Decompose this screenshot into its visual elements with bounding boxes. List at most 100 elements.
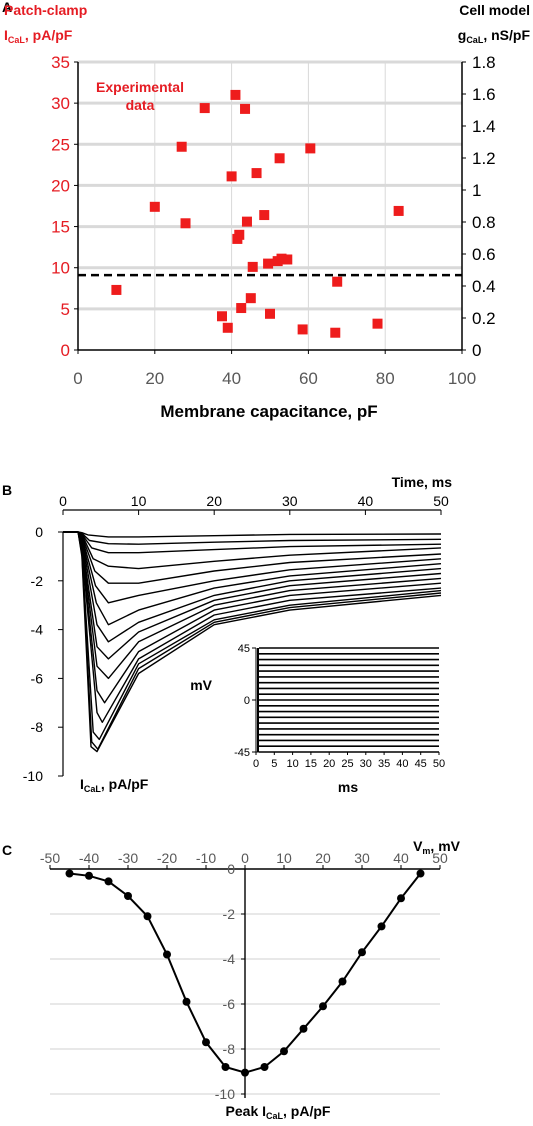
data-point — [305, 143, 316, 154]
right-axis-title-line1: Cell model — [459, 2, 530, 18]
data-point — [282, 254, 293, 265]
panel-a: A Patch-clamp ICaL, pA/pF Cell model gCa… — [2, 0, 530, 421]
y-tick-label-c: -4 — [223, 951, 236, 967]
inset-x-tick-label: 40 — [396, 758, 408, 770]
data-point — [180, 218, 191, 229]
data-point — [330, 327, 341, 338]
x-tick-label-a: 100 — [448, 369, 476, 388]
y-tick-label-a: 0 — [61, 341, 70, 360]
x-tick-label-b: 40 — [358, 493, 374, 509]
axes-c — [50, 868, 440, 1098]
series-c — [65, 869, 425, 1077]
y-tick-label-a: 35 — [51, 53, 70, 72]
x-tick-label-c: 20 — [315, 850, 331, 866]
inset-x-tick-label: 35 — [378, 758, 390, 770]
y-tick-label-b: -6 — [31, 670, 44, 686]
y-axis-title-c: Peak ICaL, pA/pF — [226, 1103, 331, 1121]
x-tick-label-b: 10 — [131, 493, 147, 509]
x-tick-label-c: 30 — [354, 850, 370, 866]
traces-b — [63, 531, 442, 753]
x-tick-label-b: 30 — [282, 493, 298, 509]
y2-tick-label-a: 0.2 — [472, 309, 496, 328]
right-axis-title-line2: gCaL, nS/pF — [458, 27, 531, 45]
x-axis-title-c: Vm, mV — [413, 838, 461, 856]
data-point — [234, 229, 245, 240]
current-trace — [63, 531, 442, 753]
y2-tick-label-a: 1.4 — [472, 117, 496, 136]
inset-y-label: mV — [190, 677, 212, 693]
y-tick-label-b: -4 — [31, 622, 44, 638]
iv-data-point — [221, 1063, 230, 1071]
ticks-a: 0 5 10 15 20 25 30 35 0 0.2 0.4 0.6 0.8 1 1.2 1.4 1.6 1.8… — [51, 53, 496, 388]
data-point — [217, 311, 227, 322]
data-point — [230, 89, 241, 100]
iv-data-point — [143, 912, 152, 921]
points-a — [111, 89, 404, 338]
data-point — [226, 171, 237, 182]
inset-x-tick-label: 10 — [286, 758, 298, 770]
data-point — [372, 318, 383, 329]
y2-tick-label-a: 1.8 — [472, 53, 496, 72]
inset-x-tick-label: 0 — [253, 758, 259, 770]
inset-y-tick-label: 45 — [238, 643, 250, 655]
x-tick-label-c: -40 — [79, 850, 99, 866]
data-point — [111, 284, 122, 295]
iv-data-point — [202, 1038, 210, 1047]
x-axis-title-a: Membrane capacitance, pF — [160, 402, 377, 421]
x-tick-label-c: 0 — [241, 850, 249, 866]
iv-data-point — [377, 922, 386, 931]
left-axis-title-line2: ICaL, pA/pF — [4, 27, 73, 45]
x-tick-label-c: -20 — [157, 850, 177, 866]
inset-x-tick-label: 50 — [433, 758, 445, 770]
y-tick-label-a: 10 — [51, 259, 70, 278]
iv-data-point — [182, 997, 191, 1006]
x-tick-label-a: 80 — [376, 369, 395, 388]
data-point — [263, 258, 274, 269]
y-tick-label-a: 5 — [61, 300, 70, 319]
data-point — [265, 308, 275, 319]
x-tick-label-c: 10 — [276, 850, 292, 866]
axes-a — [77, 62, 463, 351]
data-point — [245, 293, 256, 304]
current-trace — [63, 531, 442, 538]
inset-b: 450-450 5 10 15 20 25 30 35 40 45 50 — [234, 643, 445, 770]
iv-data-point — [260, 1063, 269, 1071]
x-tick-label-c: -10 — [196, 850, 216, 866]
x-tick-label-b: 50 — [433, 493, 449, 509]
data-point — [274, 153, 285, 164]
inset-x-tick-label: 45 — [415, 758, 427, 770]
panel-b: B Time, ms 0 10 20 30 40 500-2-4-6-8-10 450-4… — [2, 474, 457, 795]
iv-data-point — [124, 892, 132, 900]
y-tick-label-c: -6 — [223, 996, 236, 1012]
iv-data-point — [65, 869, 74, 878]
y2-tick-label-a: 0.4 — [472, 277, 496, 296]
inset-y-tick-label: -45 — [234, 747, 250, 759]
ticks-b: 0 10 20 30 40 500-2-4-6-8-10 — [23, 493, 449, 784]
y2-tick-label-a: 1.6 — [472, 85, 496, 104]
iv-data-point — [358, 948, 366, 957]
panel-label-a: A — [2, 0, 12, 15]
iv-data-point — [280, 1047, 288, 1056]
panel-label-c: C — [2, 842, 12, 858]
panel-c: C Vm, mV -50 -40 -30 -20 -10 0 10 20 30 40 50 0 -2 -4… — [2, 838, 461, 1121]
axes-b — [62, 509, 441, 776]
iv-data-point — [104, 877, 113, 886]
y2-tick-label-a: 1 — [472, 181, 481, 200]
inset-x-label: ms — [338, 779, 358, 795]
y-tick-label-a: 15 — [51, 218, 70, 237]
x-tick-label-b: 0 — [59, 493, 67, 509]
data-point — [236, 303, 247, 314]
y-tick-label-c: -2 — [223, 906, 236, 922]
x-tick-label-c: 40 — [393, 850, 409, 866]
data-point — [332, 276, 343, 287]
data-point — [247, 261, 258, 272]
data-point — [240, 103, 251, 114]
x-tick-label-a: 40 — [222, 369, 241, 388]
annotation-line1: Experimental — [96, 79, 184, 95]
ticks-c: -50 -40 -30 -20 -10 0 10 20 30 40 50 0 -2 -4 -6 -8 -10 — [40, 850, 448, 1102]
iv-data-point — [416, 869, 425, 878]
y2-tick-label-a: 0 — [472, 341, 481, 360]
iv-data-point — [163, 950, 171, 959]
inset-x-tick-label: 5 — [271, 758, 277, 770]
